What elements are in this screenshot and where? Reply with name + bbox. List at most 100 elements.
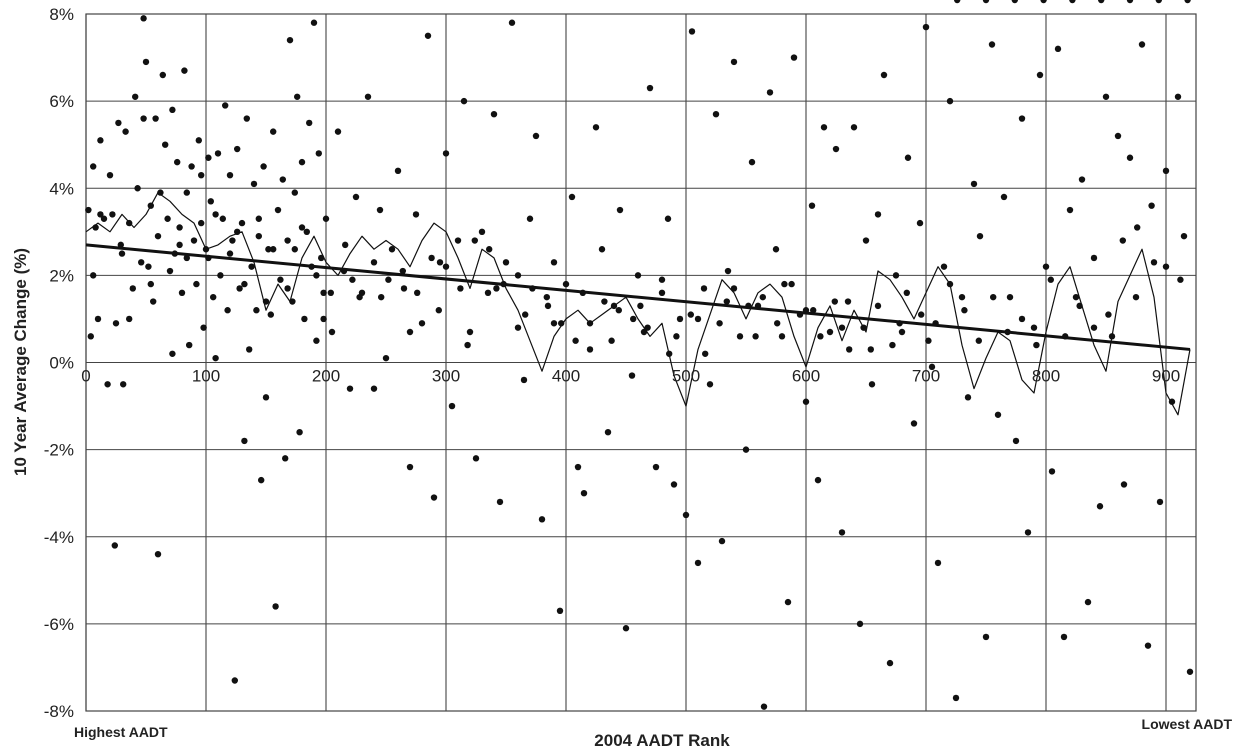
data-point bbox=[424, 32, 432, 39]
data-point bbox=[496, 498, 504, 506]
data-point bbox=[759, 293, 766, 301]
y-tick-label: 0% bbox=[49, 354, 74, 373]
data-point bbox=[472, 455, 480, 462]
data-point bbox=[457, 285, 464, 292]
x-tick-label: 800 bbox=[1032, 367, 1060, 386]
data-point bbox=[154, 232, 162, 240]
data-point bbox=[954, 0, 961, 4]
data-point bbox=[279, 176, 286, 183]
x-tick-label: 400 bbox=[552, 367, 580, 386]
data-point bbox=[120, 381, 127, 388]
data-point bbox=[298, 224, 306, 231]
data-point bbox=[538, 516, 546, 523]
data-point bbox=[250, 180, 258, 188]
data-point bbox=[976, 232, 984, 240]
data-point bbox=[934, 559, 942, 567]
data-point bbox=[210, 293, 217, 301]
data-point bbox=[234, 145, 241, 153]
data-point bbox=[181, 67, 188, 74]
data-point bbox=[562, 280, 570, 288]
y-tick-label: -8% bbox=[44, 702, 74, 721]
data-point bbox=[810, 307, 817, 314]
data-point bbox=[1047, 276, 1055, 283]
data-point bbox=[356, 293, 363, 301]
data-point bbox=[781, 280, 788, 288]
data-point bbox=[87, 333, 95, 340]
data-point bbox=[844, 298, 852, 305]
data-point bbox=[1084, 598, 1092, 606]
data-point bbox=[169, 350, 176, 357]
data-point bbox=[964, 394, 972, 401]
data-point bbox=[532, 132, 540, 140]
data-point bbox=[1030, 324, 1038, 331]
data-point bbox=[1134, 224, 1141, 231]
data-point bbox=[248, 263, 255, 270]
data-point bbox=[274, 206, 282, 214]
data-point bbox=[814, 476, 822, 484]
data-point bbox=[162, 141, 169, 148]
data-point bbox=[1090, 254, 1098, 262]
data-point bbox=[1036, 71, 1044, 79]
data-point bbox=[188, 163, 195, 170]
y-tick-label: -2% bbox=[44, 441, 74, 460]
data-point bbox=[138, 259, 145, 266]
data-point bbox=[195, 137, 202, 144]
data-point bbox=[574, 463, 582, 471]
data-point bbox=[831, 298, 838, 305]
data-point bbox=[982, 0, 990, 4]
y-tick-label: 8% bbox=[49, 5, 74, 24]
data-point bbox=[568, 193, 576, 201]
data-point bbox=[430, 494, 438, 501]
data-point bbox=[1018, 315, 1026, 323]
data-point bbox=[543, 293, 550, 301]
data-point bbox=[140, 15, 147, 22]
data-point bbox=[723, 298, 730, 305]
data-point bbox=[1040, 0, 1047, 4]
data-point bbox=[246, 346, 253, 353]
data-point bbox=[646, 84, 654, 92]
data-point bbox=[111, 542, 119, 549]
data-point bbox=[364, 93, 372, 100]
data-point bbox=[176, 241, 183, 249]
data-point bbox=[1162, 167, 1170, 175]
data-point bbox=[306, 119, 313, 127]
data-point bbox=[126, 315, 133, 323]
data-point bbox=[1162, 263, 1170, 270]
data-point bbox=[217, 272, 224, 279]
data-point bbox=[253, 307, 260, 314]
data-point bbox=[315, 150, 322, 157]
data-point bbox=[712, 110, 720, 118]
data-point bbox=[400, 285, 408, 292]
data-point bbox=[634, 272, 642, 279]
data-point bbox=[490, 110, 498, 118]
data-point bbox=[150, 298, 157, 305]
data-point bbox=[1180, 232, 1188, 240]
data-point bbox=[346, 385, 354, 392]
data-point bbox=[790, 54, 798, 61]
data-point bbox=[676, 315, 684, 323]
data-point bbox=[1072, 293, 1080, 301]
data-point bbox=[670, 481, 678, 488]
data-point bbox=[652, 463, 660, 471]
y-tick-label: 4% bbox=[49, 179, 74, 198]
data-point bbox=[157, 189, 164, 196]
data-point bbox=[1033, 341, 1040, 349]
data-point bbox=[85, 206, 92, 214]
data-point bbox=[788, 280, 795, 288]
data-point bbox=[97, 211, 104, 218]
data-point bbox=[109, 211, 116, 218]
data-point bbox=[1102, 93, 1110, 100]
data-point bbox=[608, 337, 615, 344]
data-point bbox=[183, 254, 190, 262]
data-point bbox=[637, 302, 644, 310]
data-point bbox=[267, 311, 274, 318]
data-point bbox=[760, 703, 768, 710]
y-axis-title: 10 Year Average Change (%) bbox=[11, 248, 30, 476]
data-point bbox=[117, 241, 125, 249]
data-point bbox=[1148, 202, 1155, 209]
data-point bbox=[682, 511, 690, 519]
data-point bbox=[176, 224, 183, 231]
data-point bbox=[673, 333, 680, 340]
data-point bbox=[724, 267, 732, 275]
data-point bbox=[219, 215, 226, 222]
